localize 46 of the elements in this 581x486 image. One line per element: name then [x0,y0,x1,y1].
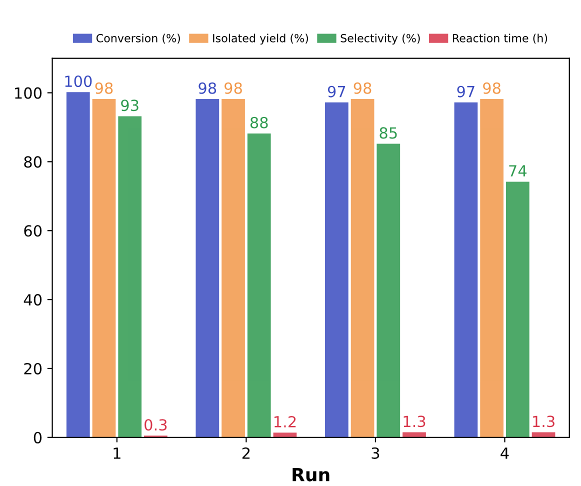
legend-label: Selectivity (%) [340,34,420,45]
bar [118,116,142,438]
data-label: 98 [483,82,500,94]
legend-label: Conversion (%) [96,34,180,44]
x-tick-label: 2 [242,447,250,459]
data-label: 98 [224,82,242,94]
legend-label: Isolated yield (%) [213,34,308,45]
bar [532,432,556,438]
data-label: 97 [328,86,346,98]
data-label: 1.3 [404,416,426,428]
x-tick-label: 1 [114,448,120,459]
data-label: 97 [457,86,474,98]
y-tick-label: 40 [24,294,42,306]
data-label: 98 [354,82,372,94]
y-tick-label: 20 [24,362,42,374]
data-label: 98 [198,82,216,94]
y-tick-label: 60 [24,225,42,237]
bar [350,98,374,438]
legend-label: Reaction time (h) [452,34,548,44]
bar [196,98,220,438]
data-label: 93 [121,100,138,112]
x-axis-title: Run [292,468,330,482]
bar [92,98,116,438]
bar [222,98,245,438]
data-label: 100 [65,75,92,88]
x-tick-label: 4 [500,448,509,459]
data-label: 1.2 [274,416,296,428]
bar [454,102,478,438]
y-tick-label: 80 [24,156,42,168]
y-tick-label: 0 [34,432,42,444]
data-label: 98 [95,82,113,94]
data-label: 85 [380,127,397,139]
bar [376,144,400,438]
bar [325,102,348,438]
data-label: 0.3 [144,419,167,431]
bar [402,432,426,438]
bar [273,432,297,438]
data-label: 1.3 [533,416,554,428]
y-tick-label: 100 [15,87,42,99]
bar [480,98,504,438]
data-label: 74 [509,165,527,176]
x-tick-label: 3 [372,447,380,459]
bar [247,133,271,438]
data-label: 88 [250,116,268,128]
bar [506,182,530,438]
bar [66,92,90,438]
